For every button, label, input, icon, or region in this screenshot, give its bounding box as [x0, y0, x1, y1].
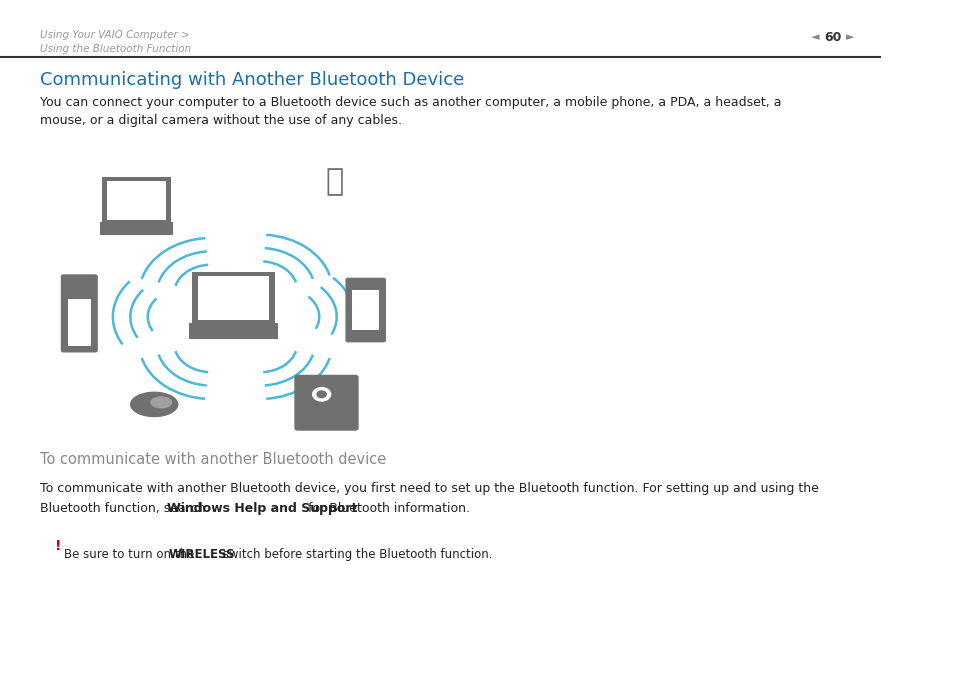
FancyBboxPatch shape — [100, 222, 173, 235]
Text: ◄: ◄ — [810, 32, 819, 42]
FancyBboxPatch shape — [294, 375, 358, 431]
Text: 60: 60 — [823, 30, 841, 44]
FancyBboxPatch shape — [189, 323, 278, 339]
FancyBboxPatch shape — [192, 272, 274, 325]
Text: for Bluetooth information.: for Bluetooth information. — [304, 502, 470, 515]
Ellipse shape — [130, 392, 178, 417]
FancyBboxPatch shape — [68, 299, 91, 346]
FancyBboxPatch shape — [352, 290, 378, 330]
FancyBboxPatch shape — [198, 276, 269, 320]
Text: Using Your VAIO Computer >: Using Your VAIO Computer > — [40, 30, 190, 40]
FancyBboxPatch shape — [61, 274, 98, 353]
FancyBboxPatch shape — [107, 181, 166, 220]
Text: Using the Bluetooth Function: Using the Bluetooth Function — [40, 44, 191, 54]
Text: !: ! — [54, 539, 61, 553]
FancyBboxPatch shape — [345, 278, 386, 342]
Text: ►: ► — [845, 32, 854, 42]
Text: Windows Help and Support: Windows Help and Support — [168, 502, 357, 515]
Text: To communicate with another Bluetooth device: To communicate with another Bluetooth de… — [40, 452, 386, 466]
FancyBboxPatch shape — [102, 177, 172, 224]
Text: Bluetooth function, search: Bluetooth function, search — [40, 502, 209, 515]
Text: 🎧: 🎧 — [325, 167, 344, 197]
Ellipse shape — [150, 396, 172, 408]
Text: You can connect your computer to a Bluetooth device such as another computer, a : You can connect your computer to a Bluet… — [40, 96, 781, 127]
Text: To communicate with another Bluetooth device, you first need to set up the Bluet: To communicate with another Bluetooth de… — [40, 482, 818, 495]
Text: Communicating with Another Bluetooth Device: Communicating with Another Bluetooth Dev… — [40, 71, 463, 89]
Text: WIRELESS: WIRELESS — [168, 548, 234, 561]
Text: switch before starting the Bluetooth function.: switch before starting the Bluetooth fun… — [218, 548, 492, 561]
Text: Be sure to turn on the: Be sure to turn on the — [64, 548, 198, 561]
Ellipse shape — [312, 387, 331, 402]
Ellipse shape — [316, 390, 327, 398]
